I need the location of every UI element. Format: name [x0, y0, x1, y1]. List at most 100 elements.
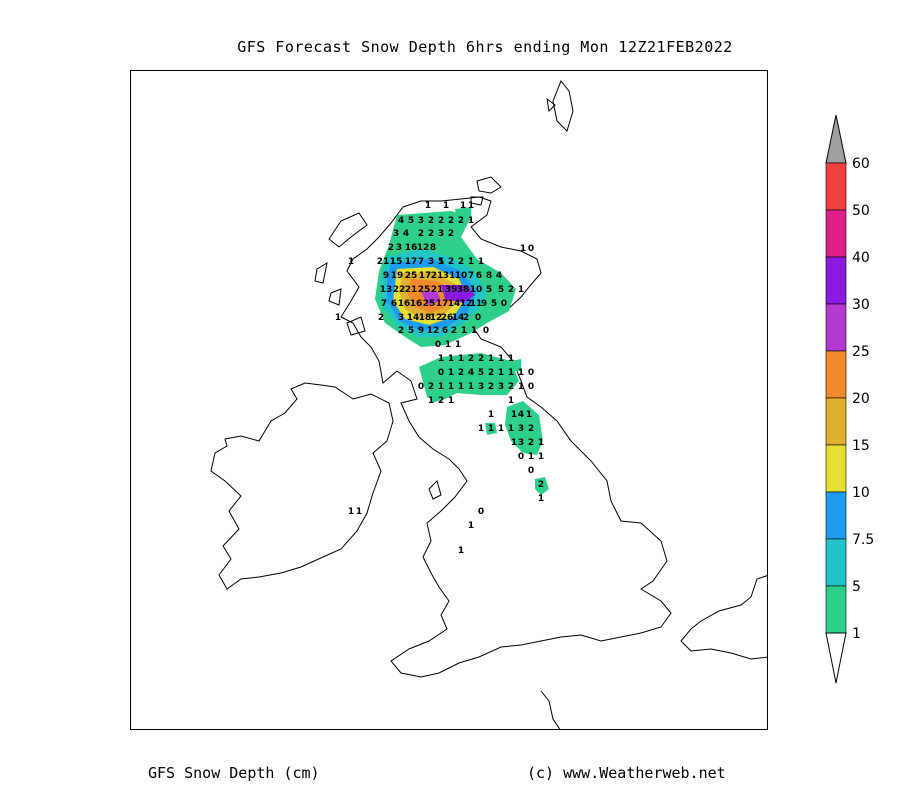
hotspot-value: 22 — [393, 285, 406, 295]
hotspot-value: 21 — [405, 285, 418, 295]
grid-value: 1 — [458, 546, 464, 556]
grid-value: 4 — [398, 216, 404, 226]
grid-value: 3 — [518, 424, 524, 434]
legend-label: 40 — [852, 250, 870, 266]
hotspot-value: 10 — [470, 285, 483, 295]
hotspot-value: 12 — [460, 299, 473, 309]
hotspot-value: 2 — [451, 326, 457, 336]
hotspot-value: 15 — [390, 257, 403, 267]
grid-value: 2 — [448, 216, 454, 226]
grid-value: 2 — [488, 368, 494, 378]
grid-value: 2 — [508, 285, 514, 295]
hotspot-value: 9 — [383, 271, 389, 281]
snow-area-small-5 — [427, 383, 445, 403]
hotspot-value: 21 — [377, 257, 390, 267]
grid-value: 2 — [458, 368, 464, 378]
grid-value: 3 — [498, 382, 504, 392]
great-britain-coastline — [340, 196, 672, 678]
isle-of-man — [428, 480, 442, 500]
hotspot-value: 7 — [468, 271, 474, 281]
grid-value: 1 — [428, 396, 434, 406]
hotspot-value: 39 — [445, 285, 458, 295]
grid-value: 3 — [418, 216, 424, 226]
ireland-coastline — [210, 382, 394, 590]
hotspot-value: 2 — [398, 326, 404, 336]
grid-value: 2 — [528, 424, 534, 434]
grid-value: 1 — [443, 201, 449, 211]
grid-value: 0 — [501, 299, 507, 309]
hotspot-value: 16 — [405, 243, 418, 253]
grid-value: 0 — [475, 313, 481, 323]
grid-value: 3 — [393, 229, 399, 239]
grid-value: 2 — [418, 229, 424, 239]
hotspot-value: 25 — [405, 271, 418, 281]
orkney-islands — [470, 176, 502, 206]
grid-value: 1 — [488, 424, 494, 434]
hotspot-value: 2 — [388, 243, 394, 253]
hotspot-value: 6 — [391, 299, 397, 309]
grid-value: 1 — [438, 354, 444, 364]
grid-value: 2 — [458, 216, 464, 226]
grid-value: 1 — [520, 244, 526, 254]
hotspot-value: 5 — [438, 257, 444, 267]
grid-value: 2 — [428, 382, 434, 392]
grid-value: 1 — [508, 354, 514, 364]
legend-swatch — [825, 256, 847, 305]
grid-value: 1 — [538, 438, 544, 448]
grid-value: 1 — [498, 354, 504, 364]
legend-swatch — [825, 397, 847, 446]
legend-swatch — [825, 538, 847, 587]
grid-value: 2 — [528, 438, 534, 448]
legend-swatch — [825, 162, 847, 211]
grid-value: 1 — [438, 257, 444, 267]
grid-value: 1 — [508, 424, 514, 434]
grid-value: 1 — [468, 382, 474, 392]
hotspot-value: 2 — [458, 257, 464, 267]
legend-swatch — [825, 209, 847, 258]
legend-label: 30 — [852, 297, 870, 313]
hotspot-value: 10 — [455, 271, 468, 281]
hotspot-value: 5 — [486, 285, 492, 295]
grid-value: 1 — [488, 410, 494, 420]
shetland-islands — [546, 80, 574, 132]
legend-swatch — [825, 491, 847, 540]
legend-swatch — [825, 350, 847, 399]
grid-value: 5 — [408, 216, 414, 226]
legend-label: 7.5 — [852, 532, 874, 548]
legend-bar: 60 50 40 30 25 20 15 10 7.5 5 1 — [825, 114, 874, 684]
hotspot-value: 7 — [381, 299, 387, 309]
grid-value: 5 — [498, 285, 504, 295]
grid-value: 1 — [468, 521, 474, 531]
grid-value: 2 — [438, 396, 444, 406]
grid-value: 3 — [478, 382, 484, 392]
legend-cap-top — [825, 114, 847, 164]
grid-value: 2 — [468, 354, 474, 364]
grid-value: 1 — [526, 410, 532, 420]
hotspot-value: 31 — [443, 271, 456, 281]
grid-value: 2 — [428, 229, 434, 239]
grid-value: 0 — [528, 466, 534, 476]
snow-area-small-3 — [455, 207, 471, 221]
snow-area-small-2 — [535, 477, 549, 495]
hotspot-value: 17 — [436, 299, 449, 309]
grid-value: 1 — [458, 354, 464, 364]
hotspot-value: 12 — [430, 313, 443, 323]
snow-area-central-belt — [419, 353, 519, 401]
hotspot-value: 3 — [398, 313, 404, 323]
hotspot-value: 19 — [391, 271, 404, 281]
grid-value: 0 — [518, 452, 524, 462]
grid-value: 1 — [478, 424, 484, 434]
legend-label: 20 — [852, 391, 870, 407]
grid-value: 2 — [538, 480, 544, 490]
grid-value: 1 — [538, 452, 544, 462]
grid-value: 1 — [438, 382, 444, 392]
grid-value: 2 — [508, 382, 514, 392]
legend-label: 60 — [852, 156, 870, 172]
legend-label: 1 — [852, 626, 861, 642]
hotspot-value: 3 — [396, 243, 402, 253]
grid-value: 1 — [448, 368, 454, 378]
grid-value: 0 — [435, 340, 441, 350]
snow-area-30cm — [441, 285, 475, 303]
legend-swatch — [825, 444, 847, 493]
grid-value: 4 — [468, 368, 474, 378]
